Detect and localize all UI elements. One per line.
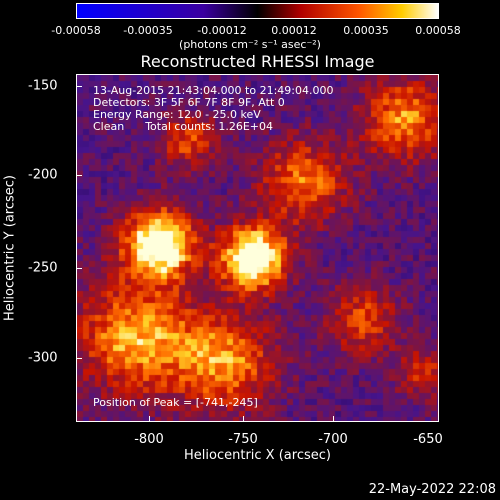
detectors-label: Detectors: 3F 5F 6F 7F 8F 9F, Att 0 xyxy=(93,96,285,109)
colorbar xyxy=(76,3,439,19)
colorbar-tick: 0.00012 xyxy=(271,24,317,37)
x-tickmark xyxy=(149,416,150,422)
x-tickmark xyxy=(243,416,244,422)
colorbar-tick: -0.00058 xyxy=(51,24,101,37)
x-tickmark xyxy=(333,416,334,422)
colorbar-tick: 0.00058 xyxy=(415,24,461,37)
y-axis-label: Heliocentric Y (arcsec) xyxy=(2,175,18,321)
peak-position-label: Position of Peak = [-741,-245] xyxy=(93,396,258,409)
colorbar-tick: 0.00035 xyxy=(343,24,389,37)
x-tick-label: -800 xyxy=(134,432,164,447)
x-tick-label: -700 xyxy=(318,432,348,447)
y-tick-label: -200 xyxy=(28,167,58,183)
plot-title: Reconstructed RHESSI Image xyxy=(140,52,375,71)
y-tickmark xyxy=(76,358,82,359)
image-plot: 13-Aug-2015 21:43:04.000 to 21:49:04.000… xyxy=(76,74,439,422)
colorbar-tick: -0.00012 xyxy=(197,24,247,37)
y-tick-label: -300 xyxy=(28,350,58,366)
y-tickmark xyxy=(76,175,82,176)
timestamp: 22-May-2022 22:08 xyxy=(368,482,496,497)
y-tickmark xyxy=(76,268,82,269)
rhessi-heatmap xyxy=(77,75,438,421)
y-tick-label: -150 xyxy=(28,78,58,94)
clean-counts-label: Clean Total counts: 1.26E+04 xyxy=(93,120,274,133)
time-range-label: 13-Aug-2015 21:43:04.000 to 21:49:04.000 xyxy=(93,84,334,97)
x-axis-label: Heliocentric X (arcsec) xyxy=(184,448,331,463)
energy-range-label: Energy Range: 12.0 - 25.0 keV xyxy=(93,108,261,121)
colorbar-tick: -0.00035 xyxy=(123,24,173,37)
colorbar-units: (photons cm⁻² s⁻¹ asec⁻²) xyxy=(179,38,321,51)
y-tickmark xyxy=(76,86,82,87)
y-tick-label: -250 xyxy=(28,260,58,276)
x-tick-label: -750 xyxy=(228,432,258,447)
x-tick-label: -650 xyxy=(413,432,443,447)
